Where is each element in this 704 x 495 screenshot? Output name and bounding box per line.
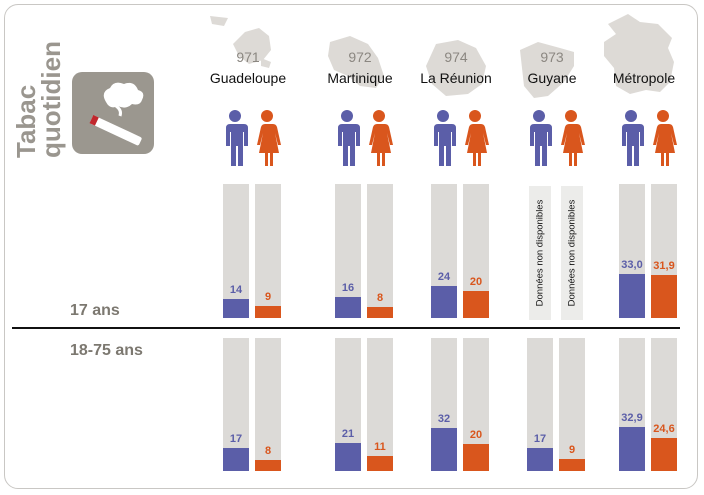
data-label: 32,9 (621, 412, 643, 424)
data-label: 20 (469, 429, 483, 441)
woman-icon (465, 110, 489, 166)
data-label: 9 (264, 291, 272, 303)
bar-background (559, 338, 585, 471)
man-icon (338, 110, 360, 166)
bar-men-mtropole-0 (619, 274, 645, 318)
map-silhouette-1 (210, 16, 271, 68)
woman-icon (369, 110, 393, 166)
data-label: 32 (437, 413, 451, 425)
map-silhouette-2 (328, 36, 384, 88)
not-available-0-0: Données non disponibles (529, 186, 551, 320)
map-silhouette-4 (520, 42, 574, 98)
woman-icon (257, 110, 281, 166)
bar-background (367, 184, 393, 318)
bar-women-guadeloupe-0 (255, 306, 281, 318)
data-label: 14 (229, 284, 243, 296)
bar-men-guyane-1 (527, 448, 553, 471)
bar-background (255, 338, 281, 471)
region-name-5: Métropole (612, 70, 676, 86)
region-code-1: 971 (236, 49, 260, 65)
data-label: 17 (533, 433, 547, 445)
bar-women-martinique-1 (367, 456, 393, 471)
panel-frame (4, 4, 698, 489)
bar-men-guadeloupe-0 (223, 299, 249, 318)
bar-men-larunion-0 (431, 286, 457, 318)
region-name-2: Martinique (327, 70, 393, 86)
bar-women-guadeloupe-1 (255, 460, 281, 471)
data-label: 31,9 (653, 260, 675, 272)
chart-title-line2: quotidien (36, 41, 66, 158)
region-name-3: La Réunion (420, 70, 492, 86)
data-label: 21 (341, 428, 355, 440)
data-label: 17 (229, 433, 243, 445)
bar-women-larunion-1 (463, 444, 489, 471)
map-silhouette-5 (604, 14, 674, 94)
man-icon (530, 110, 552, 166)
data-label: 11 (374, 441, 386, 453)
region-name-1: Guadeloupe (209, 70, 287, 86)
region-code-2: 972 (348, 49, 372, 65)
bar-women-mtropole-1 (651, 438, 677, 471)
bar-background (223, 184, 249, 318)
chart-title: Tabac quotidien (11, 41, 66, 158)
data-label: 20 (469, 276, 483, 288)
man-icon (622, 110, 644, 166)
bar-women-martinique-0 (367, 307, 393, 318)
age-group-label-18-75: 18-75 ans (70, 342, 143, 359)
not-available-label: Données non disponibles (534, 199, 546, 307)
data-label: 8 (376, 292, 384, 304)
region-code-4: 973 (540, 49, 564, 65)
region-code-3: 974 (444, 49, 468, 65)
bar-women-mtropole-0 (651, 275, 677, 318)
group-divider (12, 327, 680, 329)
not-available-label: Données non disponibles (566, 199, 578, 307)
data-label: 24,6 (653, 423, 675, 435)
region-name-4: Guyane (527, 70, 577, 86)
man-icon (226, 110, 248, 166)
smoking-cigarette-icon (72, 72, 154, 154)
bar-men-mtropole-1 (619, 427, 645, 471)
bar-men-martinique-1 (335, 443, 361, 471)
bar-women-guyane-1 (559, 459, 585, 471)
bar-background (255, 184, 281, 318)
data-label: 24 (437, 271, 451, 283)
woman-icon (653, 110, 677, 166)
woman-icon (561, 110, 585, 166)
bar-background (367, 338, 393, 471)
bar-men-guadeloupe-1 (223, 448, 249, 471)
man-icon (434, 110, 456, 166)
data-label: 8 (264, 445, 272, 457)
bar-men-martinique-0 (335, 297, 361, 318)
map-silhouette-3 (426, 40, 486, 96)
data-label: 9 (568, 444, 576, 456)
data-label: 33,0 (621, 259, 643, 271)
bar-women-larunion-0 (463, 291, 489, 318)
bar-background (335, 184, 361, 318)
bar-men-larunion-1 (431, 428, 457, 471)
age-group-label-17: 17 ans (70, 302, 120, 319)
not-available-0-1: Données non disponibles (561, 186, 583, 320)
data-label: 16 (341, 282, 355, 294)
